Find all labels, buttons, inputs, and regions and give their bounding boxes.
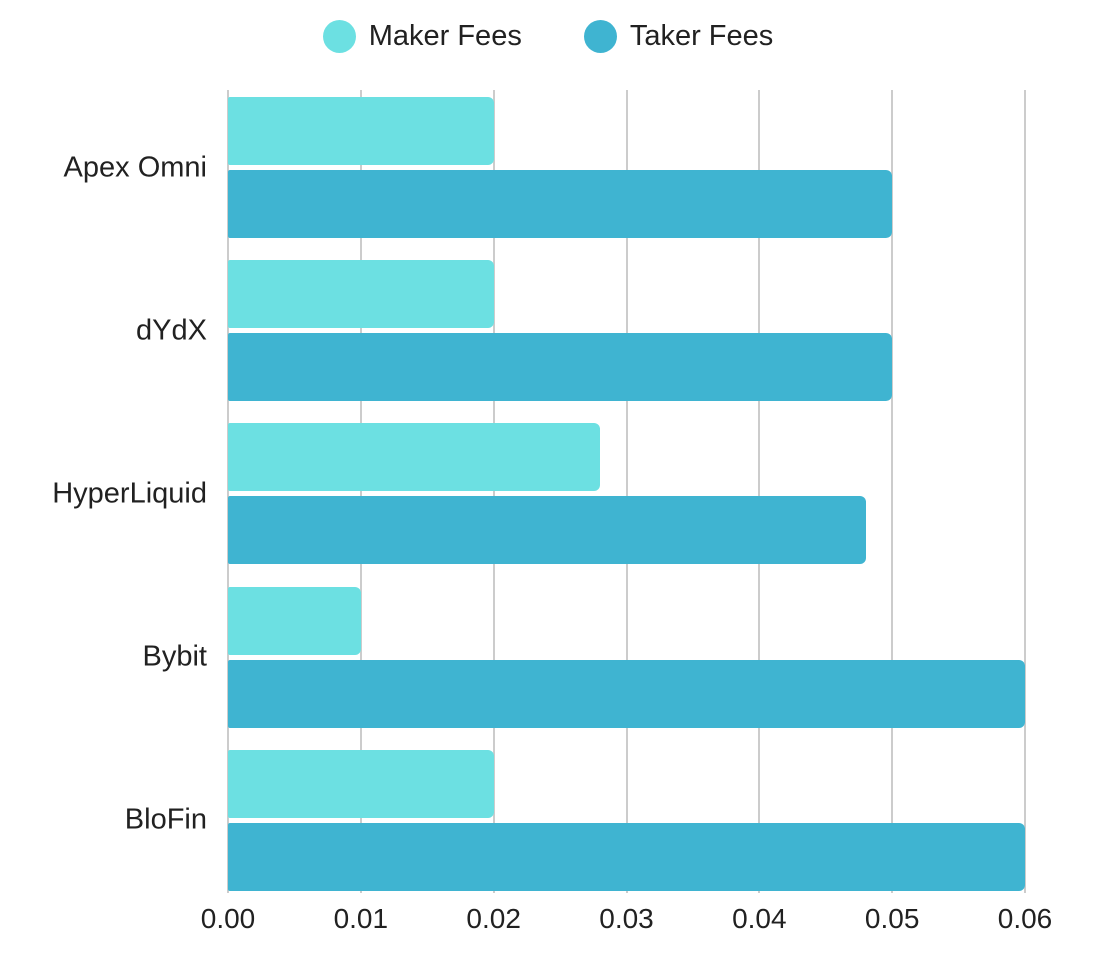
legend-label: Maker Fees [368, 20, 522, 52]
x-axis-tick-label: 0.03 [599, 903, 654, 934]
gridline [1024, 90, 1026, 893]
bar-blofin-maker-fees [228, 749, 494, 818]
bar-hyperliquid-maker-fees [228, 423, 600, 492]
x-axis-tick-label: 0.05 [864, 903, 920, 934]
category-label: Apex Omni [63, 151, 207, 183]
legend-label: Taker Fees [629, 20, 774, 52]
gridline [359, 90, 362, 893]
gridline [492, 90, 495, 893]
gridline [758, 90, 761, 893]
value-axis: 0.00 0.01 0.02 0.03 0.04 0.05 0.06 [201, 903, 1053, 943]
plot-area [227, 90, 1026, 893]
x-axis-tick-label: 0.01 [333, 903, 389, 934]
bar-apex-omni-taker-fees [228, 170, 893, 238]
bar-apex-omni-maker-fees [228, 97, 494, 165]
bar-dydx-maker-fees [228, 260, 494, 329]
chart-legend: Maker Fees Taker Fees [0, 20, 1096, 53]
taker-fees-swatch-icon [583, 20, 617, 53]
category-label: HyperLiquid [52, 477, 207, 510]
category-label: BloFin [124, 803, 207, 836]
bar-hyperliquid-taker-fees [228, 496, 866, 565]
category-axis: Apex Omni dYdX HyperLiquid Bybit BloFin [0, 90, 207, 893]
gridline [891, 90, 894, 893]
x-axis-tick-label: 0.06 [997, 903, 1053, 934]
bar-dydx-taker-fees [228, 333, 893, 402]
gridline [625, 90, 628, 893]
category-label: Bybit [142, 640, 207, 673]
bar-bybit-maker-fees [228, 586, 361, 655]
bar-blofin-taker-fees [228, 822, 1025, 891]
x-axis-tick-label: 0.04 [732, 903, 787, 934]
x-axis-tick-label: 0.02 [466, 903, 521, 934]
maker-fees-swatch-icon [322, 20, 356, 53]
legend-item-taker-fees: Taker Fees [583, 20, 774, 53]
x-axis-tick-label: 0.00 [200, 903, 256, 934]
bar-bybit-taker-fees [228, 659, 1025, 728]
legend-item-maker-fees: Maker Fees [322, 20, 522, 53]
gridline [227, 90, 229, 893]
category-label: dYdX [136, 314, 207, 347]
